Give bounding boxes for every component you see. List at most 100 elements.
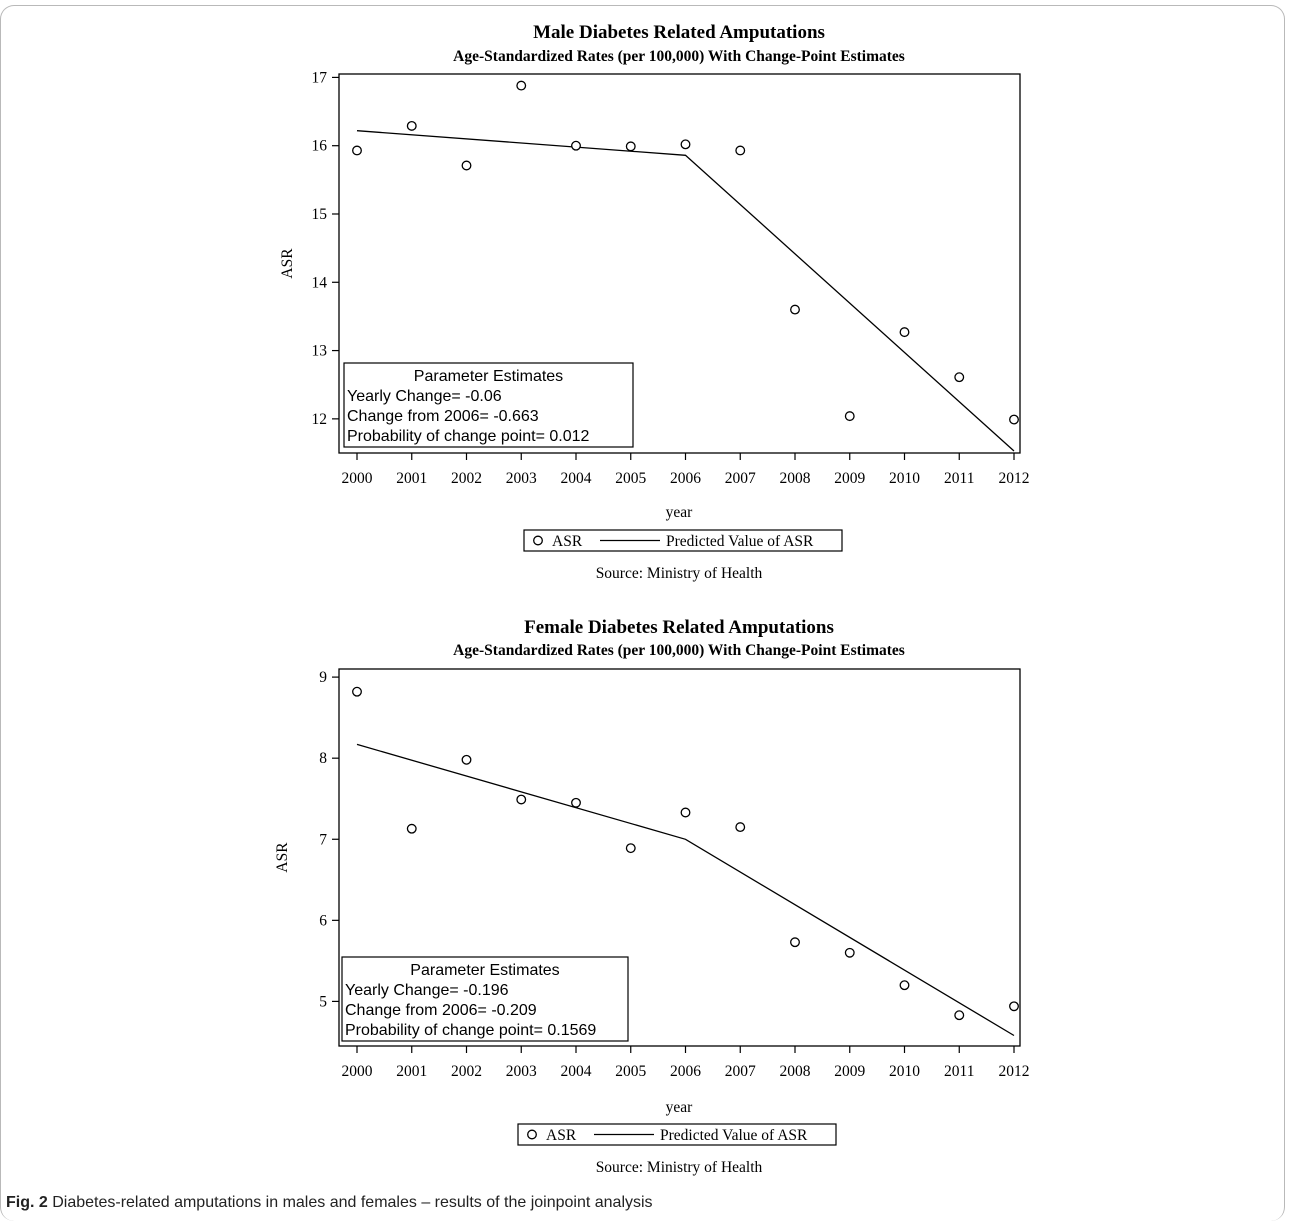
asr-point — [571, 797, 581, 808]
legend-label-predicted: Predicted Value of ASR — [660, 1127, 808, 1144]
asr-point — [461, 160, 472, 171]
x-axis-label: year — [666, 504, 694, 521]
asr-point — [790, 304, 800, 315]
x-tick-label: 2003 — [506, 1063, 537, 1080]
chart-female: Female Diabetes Related Amputations Age-S… — [274, 617, 1030, 1176]
y-tick-label: 15 — [312, 206, 328, 223]
legend-marker-symbol — [533, 535, 543, 546]
asr-point — [406, 823, 417, 834]
x-tick-label: 2005 — [615, 470, 646, 487]
x-tick-label: 2011 — [944, 1063, 974, 1080]
x-tick-label: 2006 — [670, 470, 701, 487]
x-tick-label: 2002 — [451, 470, 482, 487]
plot-area — [338, 73, 1021, 454]
x-tick-label: 2012 — [999, 1063, 1030, 1080]
predicted-line — [356, 130, 1015, 452]
legend-marker-symbol — [527, 1129, 537, 1140]
parameter-estimates-box — [343, 362, 634, 448]
x-tick-label: 2011 — [944, 470, 974, 487]
x-tick-label: 2008 — [780, 1063, 811, 1080]
asr-point — [735, 822, 746, 833]
predicted-line — [356, 743, 1015, 1037]
y-axis-label: ASR — [274, 842, 291, 873]
legend-box — [523, 529, 843, 552]
chart-title: Male Diabetes Related Amputations — [533, 22, 825, 43]
legend-label-predicted: Predicted Value of ASR — [666, 533, 814, 550]
caption-text: Diabetes-related amputations in males an… — [47, 1194, 653, 1211]
asr-point — [844, 947, 855, 958]
parameter-estimate-line: Yearly Change= -0.196 — [345, 982, 509, 999]
y-tick-label: 12 — [312, 411, 328, 428]
legend-box — [517, 1123, 837, 1146]
x-tick-label: 2005 — [615, 1063, 646, 1080]
y-tick-label: 13 — [312, 343, 328, 360]
x-tick-label: 2009 — [834, 1063, 865, 1080]
asr-point — [680, 139, 691, 150]
asr-point — [735, 145, 746, 156]
x-tick-label: 2007 — [725, 1063, 756, 1080]
parameter-estimates-box — [341, 956, 629, 1042]
x-tick-label: 2010 — [889, 1063, 920, 1080]
parameter-estimate-line: Probability of change point= 0.012 — [347, 428, 590, 445]
x-tick-label: 2004 — [561, 470, 592, 487]
chart-male: Male Diabetes Related Amputations Age-Sta… — [279, 22, 1030, 582]
asr-point — [461, 754, 472, 765]
legend-label-asr: ASR — [546, 1127, 577, 1144]
x-tick-label: 2000 — [342, 470, 373, 487]
legend-label-asr: ASR — [552, 533, 583, 550]
x-tick-label: 2009 — [834, 470, 865, 487]
parameter-estimates-heading: Parameter Estimates — [414, 368, 563, 385]
x-tick-label: 2012 — [999, 470, 1030, 487]
chart-subtitle: Age-Standardized Rates (per 100,000) Wit… — [453, 48, 905, 65]
asr-point — [1009, 1001, 1019, 1012]
x-axis-label: year — [666, 1099, 694, 1116]
asr-point — [790, 937, 800, 948]
x-tick-label: 2000 — [342, 1063, 373, 1080]
y-tick-label: 5 — [319, 993, 327, 1010]
x-tick-label: 2001 — [396, 1063, 427, 1080]
y-tick-label: 7 — [319, 831, 327, 848]
parameter-estimate-line: Probability of change point= 0.1569 — [345, 1022, 596, 1039]
parameter-estimate-line: Yearly Change= -0.06 — [347, 388, 502, 405]
plot-area — [338, 668, 1021, 1047]
figure-caption: Fig. 2 Diabetes-related amputations in m… — [6, 1194, 1276, 1212]
y-axis-label: ASR — [279, 248, 296, 279]
parameter-estimate-line: Change from 2006= -0.663 — [347, 408, 539, 425]
asr-point — [954, 372, 965, 383]
parameter-estimates-heading: Parameter Estimates — [410, 962, 559, 979]
asr-point — [1009, 414, 1019, 425]
y-tick-label: 17 — [312, 69, 328, 86]
figure-frame — [0, 5, 1285, 1221]
x-tick-label: 2002 — [451, 1063, 482, 1080]
x-tick-label: 2010 — [889, 470, 920, 487]
chart-subtitle: Age-Standardized Rates (per 100,000) Wit… — [453, 642, 905, 659]
parameter-estimate-line: Change from 2006= -0.209 — [345, 1002, 537, 1019]
x-tick-label: 2007 — [725, 470, 756, 487]
y-tick-label: 9 — [319, 669, 327, 686]
asr-point — [844, 411, 855, 422]
asr-point — [516, 80, 527, 91]
asr-point — [899, 980, 910, 991]
asr-point — [352, 145, 362, 156]
source-note: Source: Ministry of Health — [596, 565, 763, 582]
asr-point — [625, 843, 636, 854]
asr-point — [571, 140, 581, 151]
x-tick-label: 2006 — [670, 1063, 701, 1080]
asr-point — [899, 327, 910, 338]
caption-label: Fig. 2 — [6, 1194, 48, 1211]
x-tick-label: 2004 — [561, 1063, 592, 1080]
source-note: Source: Ministry of Health — [596, 1159, 763, 1176]
y-tick-label: 6 — [319, 912, 327, 929]
asr-point — [954, 1010, 965, 1021]
x-tick-label: 2001 — [396, 470, 427, 487]
y-tick-label: 16 — [312, 138, 328, 155]
asr-point — [625, 141, 636, 152]
asr-point — [680, 807, 691, 818]
x-tick-label: 2008 — [780, 470, 811, 487]
y-tick-label: 14 — [312, 274, 328, 291]
y-tick-label: 8 — [319, 750, 327, 767]
asr-point — [352, 686, 362, 697]
x-tick-label: 2003 — [506, 470, 537, 487]
asr-point — [406, 120, 417, 131]
